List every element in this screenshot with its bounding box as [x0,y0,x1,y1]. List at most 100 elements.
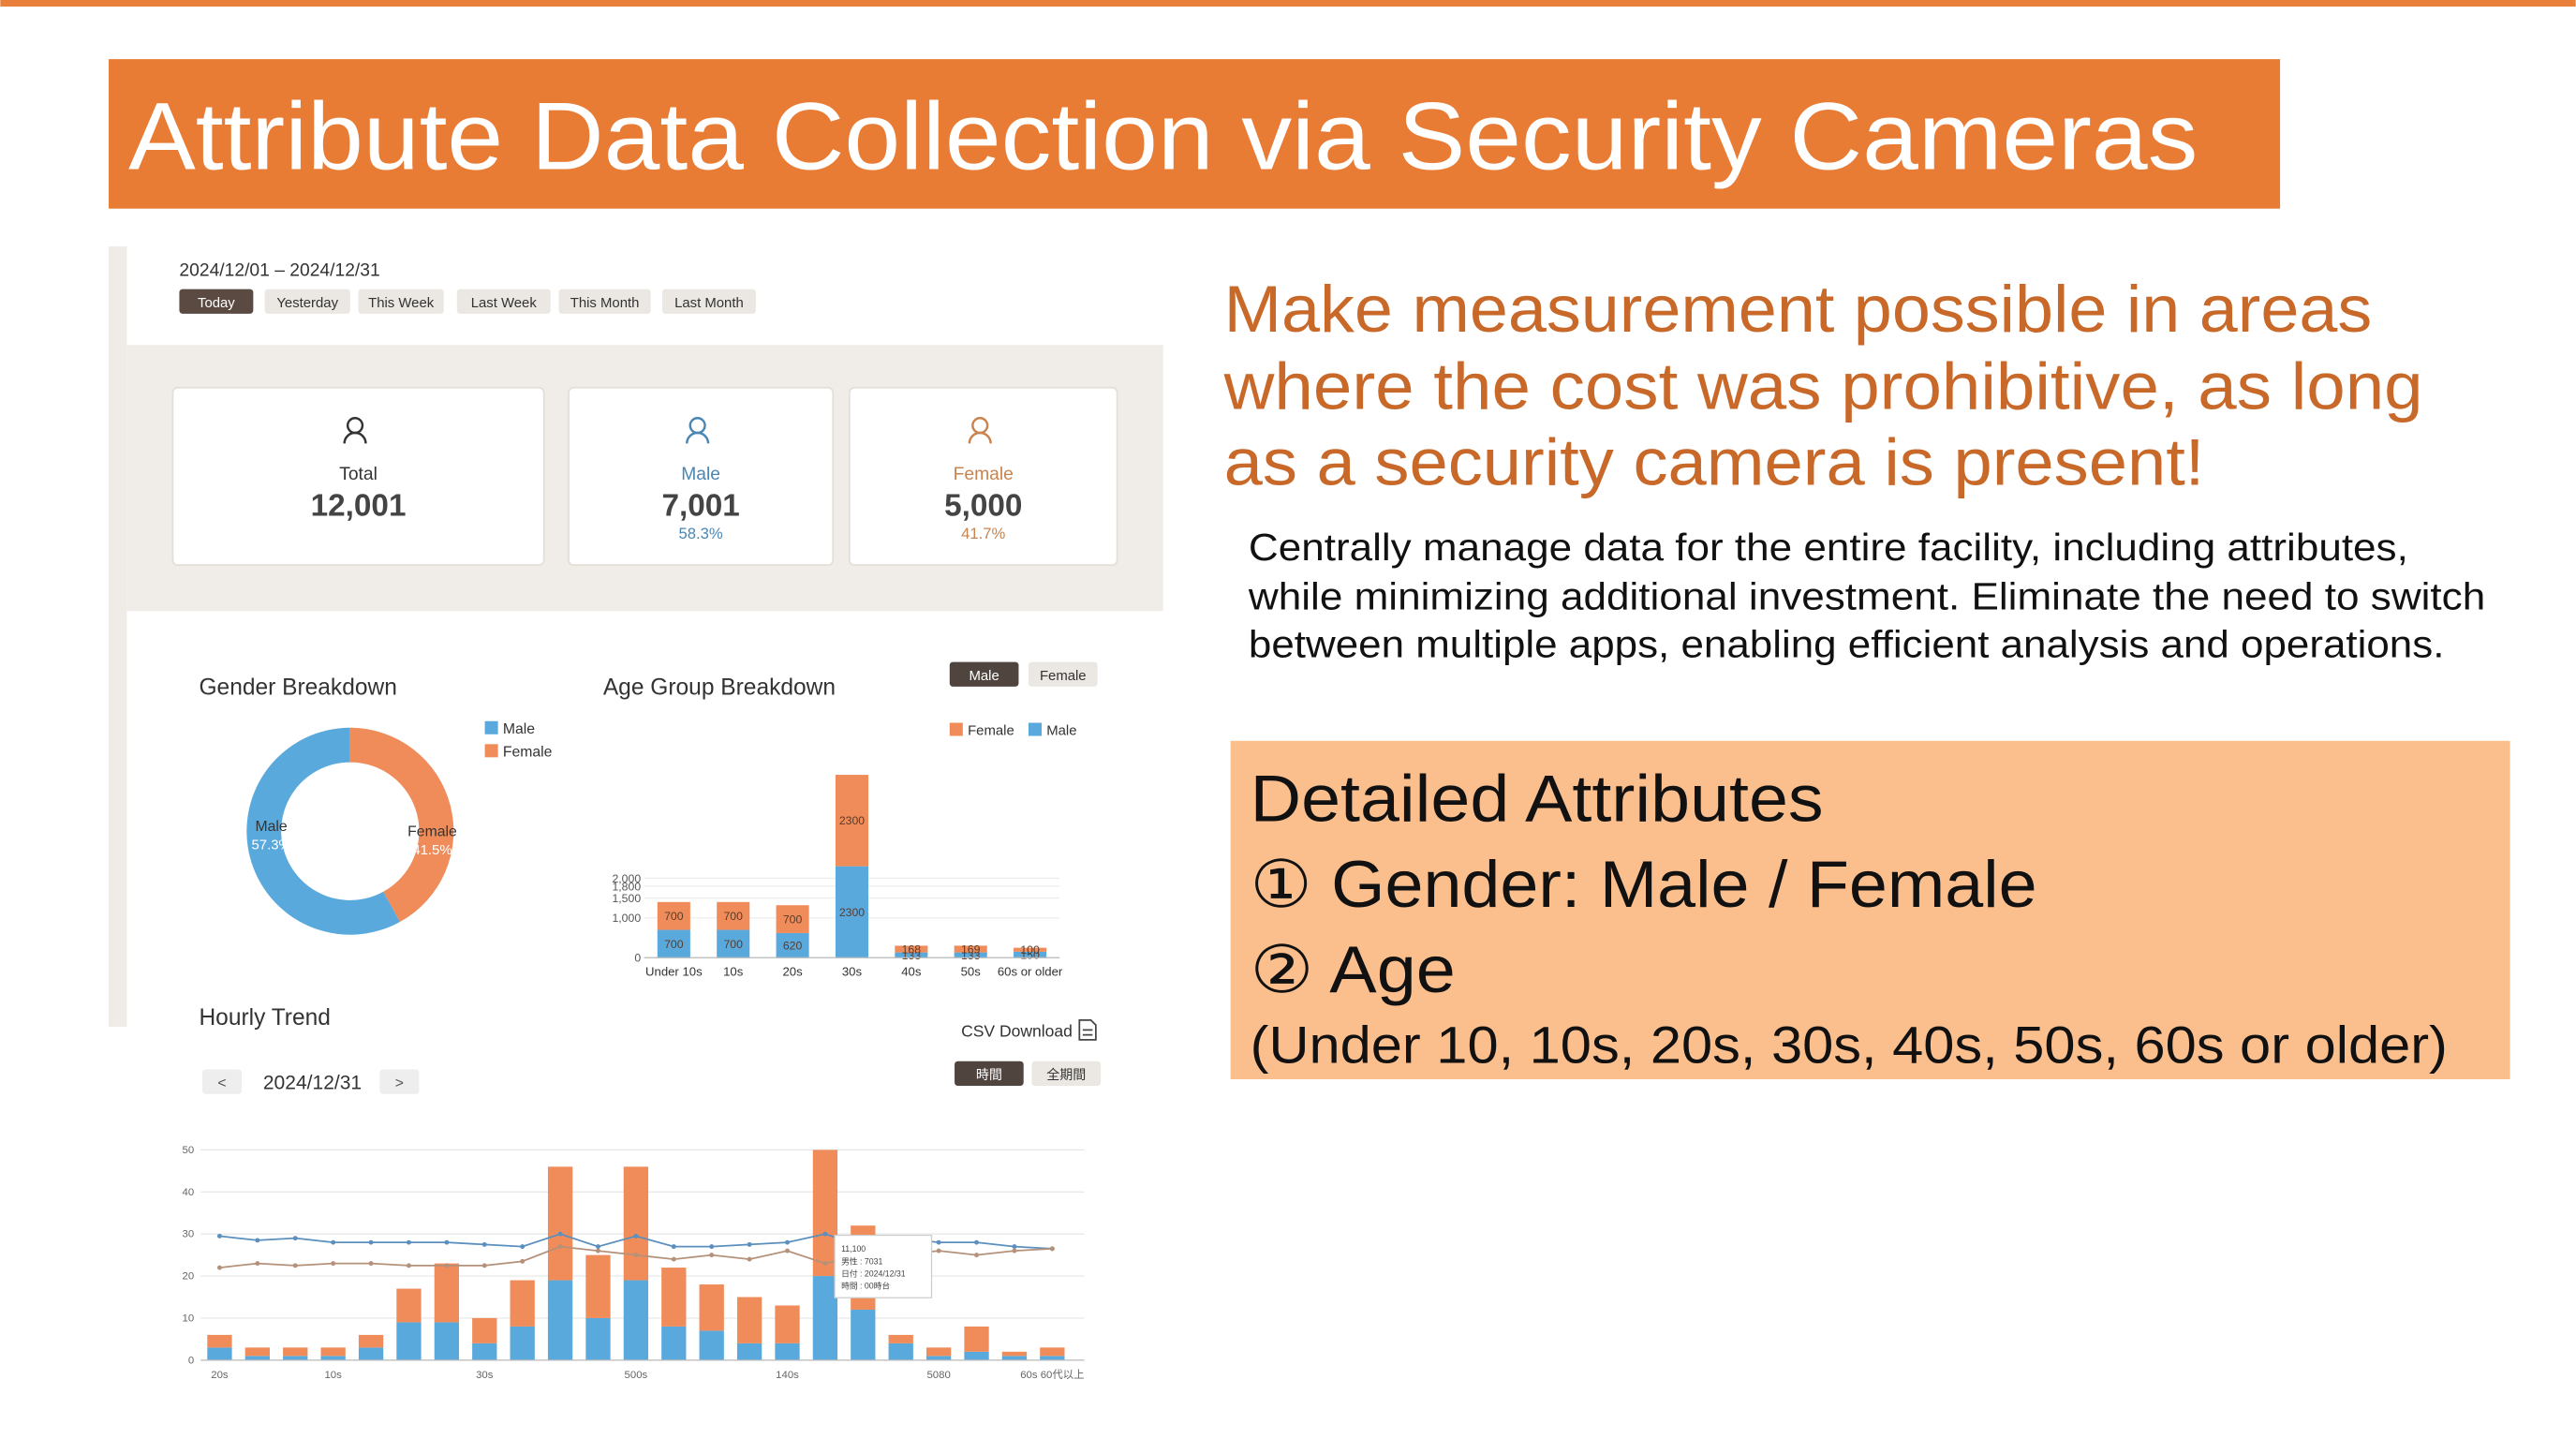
age-toggle-label[interactable]: Male [969,669,999,684]
bar-segment [510,1326,535,1360]
bar-segment [812,1150,838,1277]
stat-label: Male [681,465,720,484]
bar-segment [547,1166,573,1281]
filter-label[interactable]: Last Week [471,296,538,311]
bar-segment [776,932,809,958]
side-strip [109,246,127,1027]
trend-point [974,1253,979,1258]
filter-label[interactable]: Last Month [674,296,744,311]
x-tick-label: 60s 60代以上 [1020,1369,1084,1381]
bar-segment [472,1343,497,1360]
bar-segment [585,1317,611,1360]
filter-button[interactable] [179,289,254,314]
trend-point [1049,1246,1055,1252]
next-button[interactable] [379,1069,420,1094]
pie-slice [246,727,400,935]
bar-segment [812,1276,838,1360]
bar-segment [434,1322,460,1360]
bar-label: 700 [664,910,684,923]
legend-swatch [484,744,498,758]
filter-label[interactable]: Today [198,296,235,311]
bar-segment [736,1343,762,1360]
bar-segment [623,1166,649,1281]
legend-label: Male [1046,724,1076,739]
slice-label: 57.3% [252,838,291,853]
stat-value: 12,001 [311,489,407,524]
bar-label: 168 [902,942,922,956]
csv-download[interactable]: CSV Download [961,1021,1073,1040]
slice-name: Male [256,819,288,835]
bar-label: 150 [1020,948,1040,961]
age-toggle-label[interactable]: Female [1040,669,1087,684]
top-rule [0,0,2576,7]
y-tick-label: 1,500 [612,892,641,905]
trend-point [596,1248,600,1254]
chart-title: Gender Breakdown [199,675,396,701]
x-tick-label: 10s [324,1370,342,1381]
filter-label[interactable]: Yesterday [276,296,338,311]
attributes-title: Detailed Attributes [1251,763,1824,836]
filter-label[interactable]: This Month [570,296,640,311]
trend-point [1012,1244,1017,1250]
trend-point [557,1231,563,1237]
trend-point [368,1261,374,1267]
y-tick-label: 0 [188,1355,194,1366]
bar-segment [283,1356,308,1360]
bar-segment [623,1280,649,1360]
trend-point [709,1244,715,1250]
prev-button[interactable] [201,1069,243,1094]
tooltip-line: 11,100 [841,1244,866,1254]
bar-segment [964,1326,989,1352]
trend-point [633,1253,639,1258]
hourly-toggle[interactable] [955,1061,1024,1087]
y-tick-label: 2,000 [612,872,641,885]
trend-point [785,1248,790,1254]
bar-segment [396,1322,422,1360]
attributes-box: Detailed Attributes ① Gender: Male / Fem… [1230,740,2510,1079]
trend-point [747,1256,752,1262]
bar-label: 169 [961,942,981,956]
x-tick-label: 20s [782,965,803,979]
stat-card [568,386,835,567]
bar-label: 700 [783,912,803,926]
y-tick-label: 50 [183,1145,195,1156]
bar-segment [888,1334,913,1343]
hourly-toggle-label[interactable]: 全期間 [1046,1067,1086,1082]
bar-segment [434,1263,460,1323]
x-tick-label: 500s [625,1370,648,1381]
body-line: between multiple apps, enabling efficien… [1249,622,2444,665]
stat-card [848,386,1118,567]
bar-segment [835,866,868,958]
csv-icon[interactable] [1078,1019,1097,1041]
age-toggle[interactable] [949,661,1019,687]
attribute-item: ② Age [1251,933,1456,1006]
bar-label: 620 [783,939,803,952]
hourly-toggle-label[interactable]: 時間 [976,1067,1002,1082]
trend-point [520,1258,526,1264]
filter-button[interactable] [358,289,444,314]
x-tick-label: 60s or older [998,965,1063,979]
next-label[interactable]: > [395,1076,404,1091]
trend-point [822,1261,828,1267]
filter-button[interactable] [456,289,551,314]
date-range: 2024/12/01 – 2024/12/31 [179,261,379,281]
hourly-toggle[interactable] [1031,1061,1102,1087]
age-toggle[interactable] [1028,661,1098,687]
body-text: Centrally manage data for the entire fac… [1248,526,2485,665]
bar-segment [835,775,868,867]
prev-label[interactable]: < [217,1076,226,1091]
stat-value: 7,001 [661,489,739,524]
bar-segment [776,905,809,933]
filter-button[interactable] [264,289,350,314]
bar-segment [775,1343,800,1360]
bar-segment [358,1347,384,1360]
filter-label[interactable]: This Week [368,296,435,311]
filter-button[interactable] [558,289,651,314]
trend-point [331,1261,336,1267]
legend-swatch [1028,722,1042,736]
bar-segment [699,1284,724,1331]
filter-button[interactable] [661,289,756,314]
body-line: while minimizing additional investment. … [1248,575,2485,618]
trend-point [671,1256,676,1262]
